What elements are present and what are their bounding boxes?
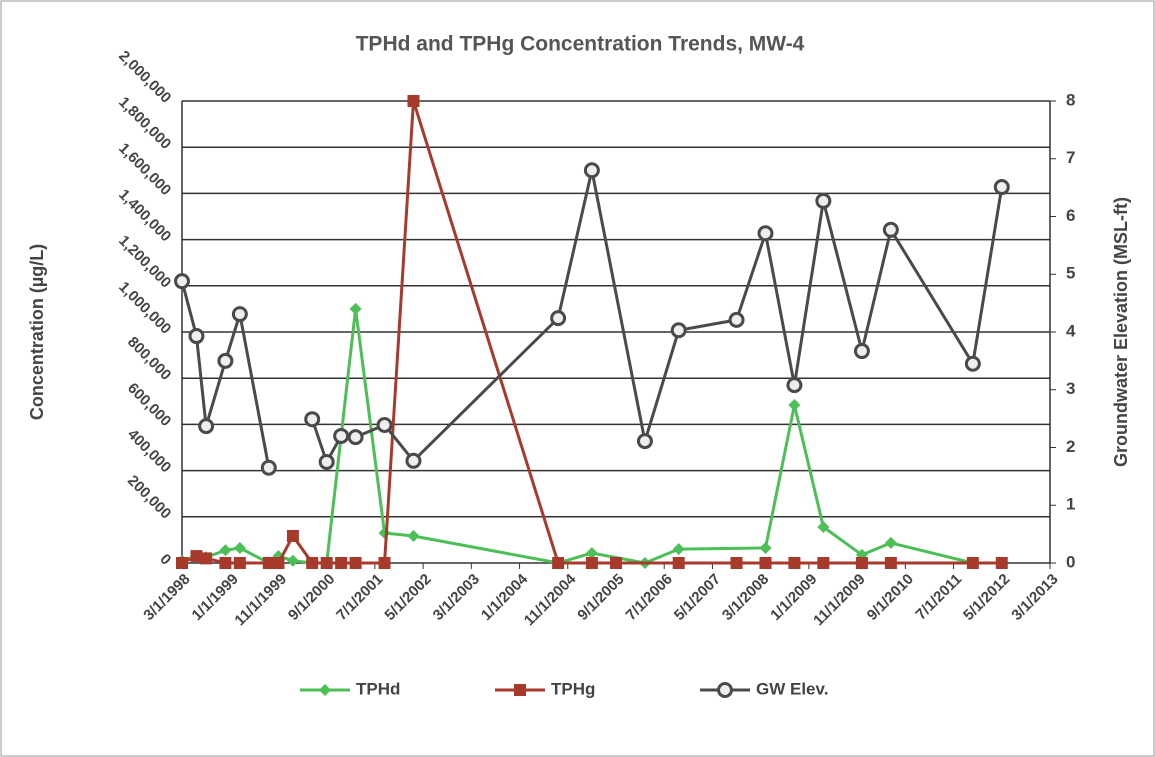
data-point xyxy=(306,557,319,569)
y2-tick-label: 4 xyxy=(1066,321,1076,340)
data-point xyxy=(318,453,335,470)
data-point xyxy=(788,557,801,569)
data-point xyxy=(853,343,870,360)
data-point xyxy=(670,322,687,339)
data-point xyxy=(188,328,205,345)
data-point xyxy=(759,557,772,569)
y2-tick-label: 6 xyxy=(1066,206,1075,225)
legend-label: GW Elev. xyxy=(756,679,828,698)
data-point xyxy=(788,398,801,411)
data-point xyxy=(174,273,190,290)
chart-title: TPHd and TPHg Concentration Trends, MW-4 xyxy=(356,33,805,56)
y2-tick-label: 8 xyxy=(1066,90,1075,109)
data-point xyxy=(993,179,1010,196)
data-point xyxy=(286,529,299,542)
data-point xyxy=(233,557,246,569)
data-point xyxy=(233,541,246,554)
data-point xyxy=(585,547,598,560)
data-point xyxy=(672,557,685,569)
data-point xyxy=(815,192,832,209)
y2-tick-label: 0 xyxy=(1066,552,1075,571)
data-point xyxy=(262,557,275,569)
data-point xyxy=(286,554,299,567)
data-point xyxy=(759,541,772,554)
data-point xyxy=(304,411,321,428)
data-point xyxy=(200,552,213,565)
data-point xyxy=(260,459,277,476)
data-point xyxy=(636,433,653,450)
series xyxy=(176,95,1008,569)
data-point xyxy=(320,557,333,569)
data-point xyxy=(219,557,232,569)
data-point xyxy=(219,544,232,557)
data-point xyxy=(728,311,745,328)
data-point xyxy=(817,520,830,533)
y2-tick-label: 7 xyxy=(1066,148,1075,167)
data-point xyxy=(757,225,774,242)
data-point xyxy=(817,557,830,569)
data-point xyxy=(855,557,868,569)
data-point xyxy=(552,557,565,569)
data-point xyxy=(730,557,743,569)
data-point xyxy=(333,427,350,444)
data-point xyxy=(610,557,622,569)
data-point xyxy=(349,557,362,569)
data-point xyxy=(405,452,422,469)
data-point xyxy=(190,550,203,563)
y-axis-title: Concentration (µg/L) xyxy=(27,244,47,420)
data-point xyxy=(349,302,362,315)
legend-marker xyxy=(514,684,526,696)
data-point xyxy=(376,416,393,433)
data-point xyxy=(272,557,285,569)
data-point xyxy=(407,529,420,542)
y2-tick-label: 3 xyxy=(1066,379,1075,398)
y2-axis-title: Groundwater Elevation (MSL-ft) xyxy=(1111,197,1131,467)
data-point xyxy=(176,557,188,569)
data-point xyxy=(966,557,979,569)
y2-tick-label: 1 xyxy=(1066,495,1075,514)
data-point xyxy=(231,306,248,323)
legend-marker xyxy=(717,682,733,698)
data-point xyxy=(884,536,897,549)
legend-marker xyxy=(319,684,331,696)
data-point xyxy=(407,95,420,107)
data-point xyxy=(335,557,348,569)
data-point xyxy=(585,557,598,569)
y2-tick-label: 5 xyxy=(1066,264,1075,283)
data-point xyxy=(786,377,803,394)
data-point xyxy=(964,355,981,372)
data-point xyxy=(995,557,1008,569)
data-point xyxy=(672,543,685,556)
data-point xyxy=(884,557,897,569)
data-point xyxy=(882,221,899,238)
y2-tick-label: 2 xyxy=(1066,437,1075,456)
legend-label: TPHd xyxy=(356,679,400,698)
legend-label: TPHg xyxy=(551,679,595,698)
data-point xyxy=(198,418,215,435)
data-point xyxy=(378,557,391,569)
series xyxy=(174,162,1010,476)
data-point xyxy=(550,310,567,327)
data-point xyxy=(347,429,364,446)
data-point xyxy=(583,162,600,179)
data-point xyxy=(217,352,234,369)
